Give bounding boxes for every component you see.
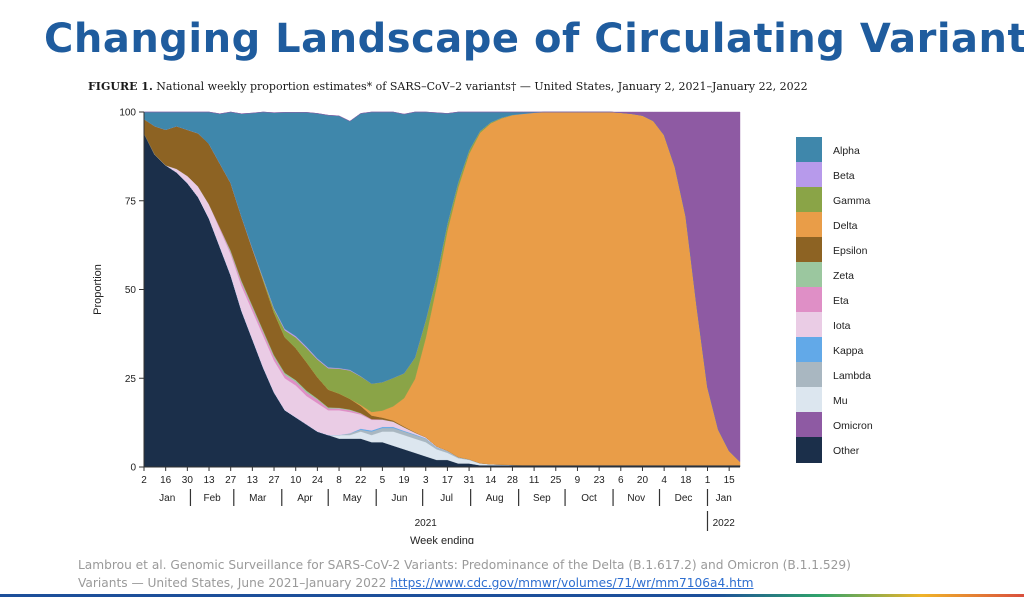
legend: Alpha Beta Gamma Delta Epsilon Zeta Eta Iota Kap…	[796, 137, 873, 463]
figure-caption: FIGURE 1. National weekly proportion est…	[88, 80, 808, 93]
legend-swatch-kappa	[796, 337, 822, 363]
legend-swatch-epsilon	[796, 237, 822, 263]
citation: Lambrou et al. Genomic Surveillance for …	[78, 556, 1018, 592]
y-axis-label: Proportion	[92, 264, 104, 315]
month-label: Apr	[297, 493, 313, 504]
month-label: Nov	[627, 493, 645, 504]
legend-swatch-mu	[796, 387, 822, 413]
y-tick-label: 25	[125, 374, 137, 385]
x-tick-label: 14	[485, 475, 497, 486]
x-tick-label: 2	[141, 475, 147, 486]
legend-label-beta: Beta	[833, 170, 855, 182]
x-tick-label: 28	[507, 475, 519, 486]
figure-label: FIGURE 1.	[88, 80, 153, 93]
legend-label-omicron: Omicron	[833, 420, 873, 432]
area-omicron	[144, 111, 741, 463]
area-layer	[143, 111, 741, 468]
month-label: Aug	[486, 493, 504, 504]
legend-swatch-zeta	[796, 262, 822, 288]
legend-label-gamma: Gamma	[833, 195, 871, 207]
x-tick-label: 15	[724, 475, 736, 486]
year-label: 2022	[713, 518, 736, 529]
x-tick-label: 24	[312, 475, 324, 486]
legend-swatch-eta	[796, 287, 822, 313]
x-tick-label: 27	[268, 475, 280, 486]
legend-label-kappa: Kappa	[833, 345, 864, 357]
x-tick-label: 18	[680, 475, 692, 486]
legend-swatch-delta	[796, 212, 822, 238]
x-tick-label: 9	[575, 475, 581, 486]
x-tick-label: 13	[247, 475, 259, 486]
legend-label-delta: Delta	[833, 220, 858, 232]
legend-swatch-beta	[796, 162, 822, 188]
legend-swatch-omicron	[796, 412, 822, 438]
x-tick-label: 22	[355, 475, 367, 486]
figure-caption-text: National weekly proportion estimates* of…	[152, 80, 808, 93]
x-tick-label: 19	[399, 475, 411, 486]
x-tick-label: 13	[203, 475, 215, 486]
citation-line-1: Lambrou et al. Genomic Surveillance for …	[78, 558, 851, 572]
legend-swatch-lambda	[796, 362, 822, 388]
x-tick-label: 1	[705, 475, 711, 486]
month-label: Mar	[249, 493, 267, 504]
citation-line-2: Variants — United States, June 2021–Janu…	[78, 576, 391, 590]
legend-label-alpha: Alpha	[833, 145, 860, 157]
legend-swatch-other	[796, 437, 822, 463]
x-tick-label: 11	[529, 475, 540, 486]
legend-swatch-alpha	[796, 137, 822, 163]
month-label: Feb	[203, 493, 221, 504]
month-label: Dec	[675, 493, 693, 504]
y-tick-label: 50	[125, 285, 137, 296]
x-tick-label: 25	[550, 475, 562, 486]
x-tick-label: 30	[182, 475, 194, 486]
bottom-accent-bar	[0, 594, 1024, 597]
y-tick-label: 0	[130, 463, 136, 474]
x-axis-label: Week ending	[410, 535, 474, 544]
month-label: Sep	[533, 493, 551, 504]
legend-label-epsilon: Epsilon	[833, 245, 868, 257]
x-tick-label: 10	[290, 475, 302, 486]
slide-title: Changing Landscape of Circulating Varian…	[44, 16, 1024, 62]
x-tick-label: 17	[442, 475, 454, 486]
x-tick-label: 8	[336, 475, 342, 486]
citation-link[interactable]: https://www.cdc.gov/mmwr/volumes/71/wr/m…	[390, 576, 754, 590]
legend-swatch-gamma	[796, 187, 822, 213]
x-tick-label: 31	[464, 475, 476, 486]
legend-label-mu: Mu	[833, 395, 848, 407]
legend-label-iota: Iota	[833, 320, 851, 332]
x-tick-label: 27	[225, 475, 237, 486]
x-tick-label: 20	[637, 475, 649, 486]
legend-label-eta: Eta	[833, 295, 849, 307]
x-tick-label: 3	[423, 475, 429, 486]
x-tick-label: 5	[380, 475, 386, 486]
x-tick-label: 6	[618, 475, 624, 486]
month-label: May	[343, 493, 362, 504]
legend-label-other: Other	[833, 445, 860, 457]
legend-swatch-iota	[796, 312, 822, 338]
year-label: 2021	[415, 518, 438, 529]
month-label: Jul	[440, 493, 453, 504]
x-tick-label: 16	[160, 475, 172, 486]
y-tick-label: 100	[119, 108, 136, 119]
y-tick-label: 75	[125, 196, 137, 207]
legend-label-lambda: Lambda	[833, 370, 871, 382]
month-label: Jan	[716, 493, 732, 504]
month-label: Jan	[159, 493, 175, 504]
month-label: Jun	[391, 493, 407, 504]
legend-label-zeta: Zeta	[833, 270, 854, 282]
x-tick-label: 23	[594, 475, 606, 486]
month-label: Oct	[581, 493, 597, 504]
x-tick-label: 4	[661, 475, 667, 486]
chart-panel: 0 25 50 75 100 Proportion 2 16 30 13 27 13 27 10 24 8 22…	[84, 98, 904, 544]
